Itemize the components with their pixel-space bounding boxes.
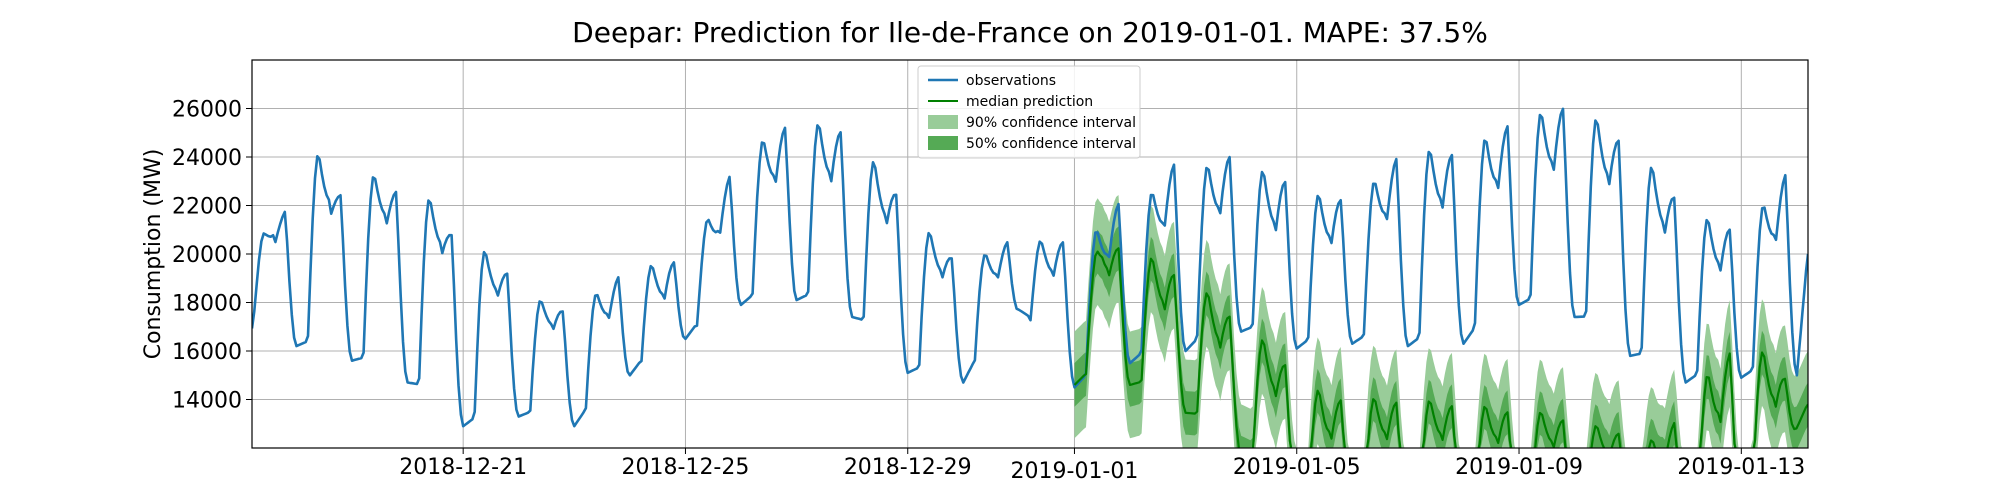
y-tick-label: 14000 [172, 389, 242, 414]
chart-title: Deepar: Prediction for Ile-de-France on … [572, 16, 1488, 49]
legend-label: median prediction [966, 94, 1093, 110]
y-tick-label: 18000 [172, 292, 242, 317]
confidence-bands [1074, 195, 1808, 448]
legend-label: 50% confidence interval [966, 136, 1136, 152]
legend-label: 90% confidence interval [966, 115, 1136, 131]
ci50-band [1074, 226, 1808, 448]
y-tick-label: 26000 [172, 98, 242, 123]
x-tick-label: 2018-12-25 [622, 455, 750, 480]
x-axis-ticks: 2018-12-21 2018-12-25 2018-12-29 2019-01-01… [399, 448, 1805, 484]
legend-box [917, 65, 1141, 159]
y-tick-label: 24000 [172, 146, 242, 171]
series-lines [252, 107, 1808, 448]
y-axis-ticks: 14000 16000 18000 20000 22000 24000 26000 [172, 98, 252, 414]
y-tick-label: 22000 [172, 195, 242, 220]
x-tick-label: 2018-12-29 [844, 455, 972, 480]
observations-line [252, 107, 1808, 428]
legend: observations median prediction 90% confide… [917, 65, 1141, 159]
y-tick-label: 16000 [172, 340, 242, 365]
x-tick-label: 2019-01-01 [1011, 459, 1139, 484]
legend-label: observations [966, 73, 1056, 89]
x-tick-label: 2019-01-09 [1455, 455, 1583, 480]
legend-swatch [928, 136, 958, 150]
y-axis-label: Consumption (MW) [141, 149, 166, 360]
x-tick-label: 2018-12-21 [399, 455, 527, 480]
y-tick-label: 20000 [172, 243, 242, 268]
median-prediction-line [1073, 247, 1808, 448]
x-tick-label: 2019-01-13 [1677, 455, 1805, 480]
legend-swatch [928, 115, 958, 129]
x-tick-label: 2019-01-05 [1233, 455, 1361, 480]
